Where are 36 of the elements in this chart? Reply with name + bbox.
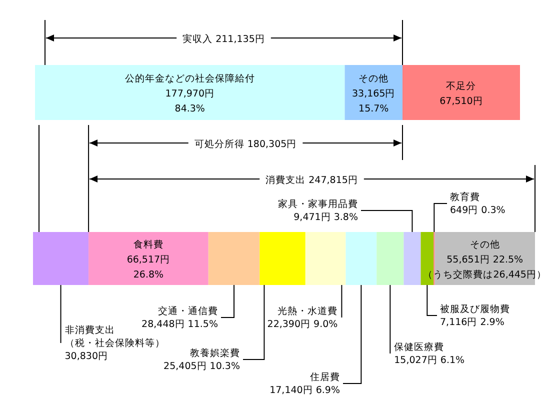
- data-label: 30,830円: [64, 351, 108, 362]
- data-label: 9,471円 3.8%: [294, 212, 358, 223]
- bar: [420, 232, 434, 285]
- data-label: 55,651円 22.5%: [446, 254, 524, 266]
- data-label: 7,116円 2.9%: [440, 317, 504, 328]
- series-label: その他: [470, 238, 500, 250]
- data-label: 67,510円: [440, 96, 483, 107]
- bar: [346, 232, 377, 285]
- text: 家具・家事用品費: [278, 198, 358, 210]
- text: 光熱・水道費: [278, 305, 338, 317]
- data-label: 66,517円 26.8%: [126, 254, 170, 280]
- bar: [404, 232, 421, 285]
- bar: [376, 232, 404, 285]
- annotation: （うち交際費は26,445円）: [423, 268, 546, 280]
- data-label: 15,027円 6.1%: [394, 355, 465, 366]
- data-label: 22,390円 9.0%: [267, 319, 338, 330]
- text: 教育費: [450, 192, 480, 203]
- text: 住居費: [310, 371, 340, 383]
- data-label: 33,165円 15.7%: [352, 88, 396, 114]
- data-label: 177,970円 84.3%: [165, 88, 215, 114]
- text: 保健医療費: [394, 342, 444, 353]
- data-label: 25,405円 10.3%: [164, 361, 240, 372]
- series-label: 公的年金などの社会保障給付: [124, 72, 255, 84]
- data-label: 649円 0.3%: [450, 205, 506, 216]
- text: 教養娯楽費: [190, 347, 240, 359]
- data-label: 17,140円 6.9%: [270, 385, 340, 396]
- bar: [208, 232, 260, 285]
- bar: [305, 232, 346, 285]
- text: 交通・通信費: [158, 306, 218, 317]
- series-label: 不足分: [446, 80, 476, 92]
- bar: [33, 232, 89, 285]
- series-label: その他: [358, 72, 389, 84]
- bar: [88, 232, 208, 285]
- series-label: 食料費: [133, 238, 164, 250]
- text: 被服及び履物費: [440, 304, 510, 315]
- bar: [260, 232, 306, 285]
